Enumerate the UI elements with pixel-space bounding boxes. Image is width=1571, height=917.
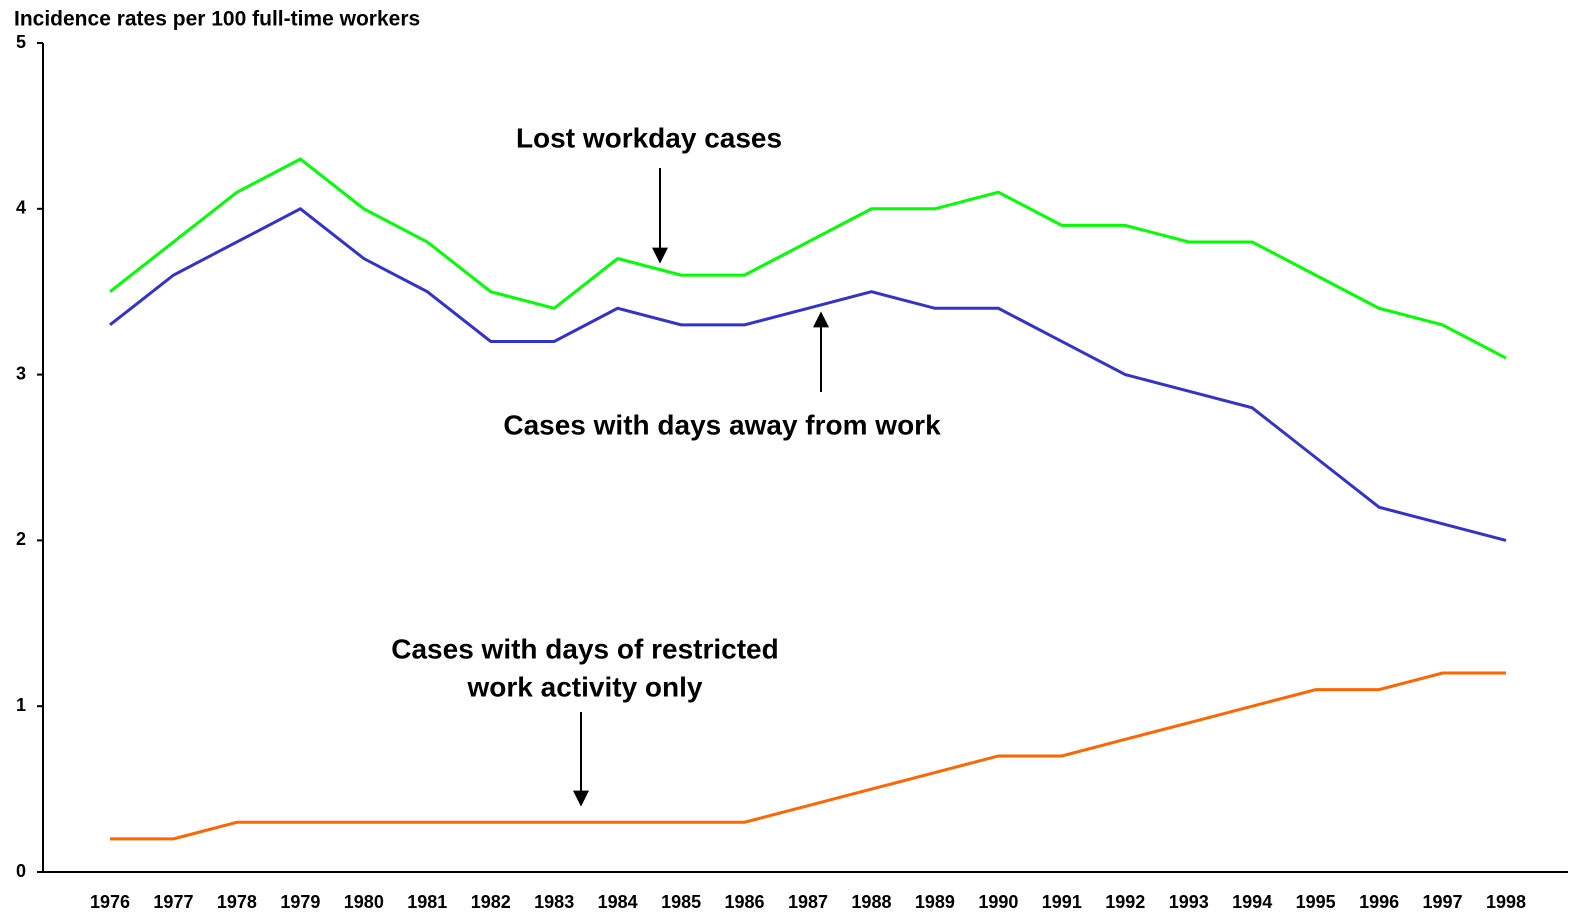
- x-tick-label: 1978: [217, 892, 257, 912]
- x-tick-label: 1988: [851, 892, 891, 912]
- x-tick-label: 1986: [725, 892, 765, 912]
- x-tick-label: 1993: [1169, 892, 1209, 912]
- chart-title: Incidence rates per 100 full-time worker…: [14, 8, 420, 31]
- x-tick-label: 1992: [1105, 892, 1145, 912]
- x-tick-label: 1998: [1486, 892, 1526, 912]
- y-tick-label: 3: [16, 363, 26, 383]
- y-tick-label: 4: [16, 198, 26, 218]
- x-tick-label: 1982: [471, 892, 511, 912]
- x-tick-label: 1981: [407, 892, 447, 912]
- y-tick-label: 0: [16, 861, 26, 881]
- x-tick-label: 1979: [280, 892, 320, 912]
- x-tick-label: 1976: [90, 892, 130, 912]
- annotation: Cases with days away from work: [503, 409, 941, 440]
- x-tick-label: 1987: [788, 892, 828, 912]
- x-tick-label: 1994: [1232, 892, 1272, 912]
- x-tick-label: 1995: [1296, 892, 1336, 912]
- line: [109, 157, 1507, 360]
- x-tick-label: 1984: [598, 892, 638, 912]
- x-tick-label: 1991: [1042, 892, 1082, 912]
- x-tick-label: 1985: [661, 892, 701, 912]
- line: [109, 207, 1507, 542]
- x-tick-label: 1977: [153, 892, 193, 912]
- line: [110, 671, 1506, 841]
- annotation: Lost workday cases: [516, 122, 782, 153]
- y-tick-label: 5: [16, 32, 26, 52]
- annotation: work activity only: [467, 671, 703, 702]
- x-tick-label: 1989: [915, 892, 955, 912]
- x-tick-label: 1990: [978, 892, 1018, 912]
- x-tick-label: 1997: [1423, 892, 1463, 912]
- x-tick-label: 1983: [534, 892, 574, 912]
- x-tick-label: 1980: [344, 892, 384, 912]
- x-tick-label: 1996: [1359, 892, 1399, 912]
- annotation: Cases with days of restricted: [391, 633, 778, 664]
- y-tick-label: 2: [16, 529, 26, 549]
- y-tick-label: 1: [16, 695, 26, 715]
